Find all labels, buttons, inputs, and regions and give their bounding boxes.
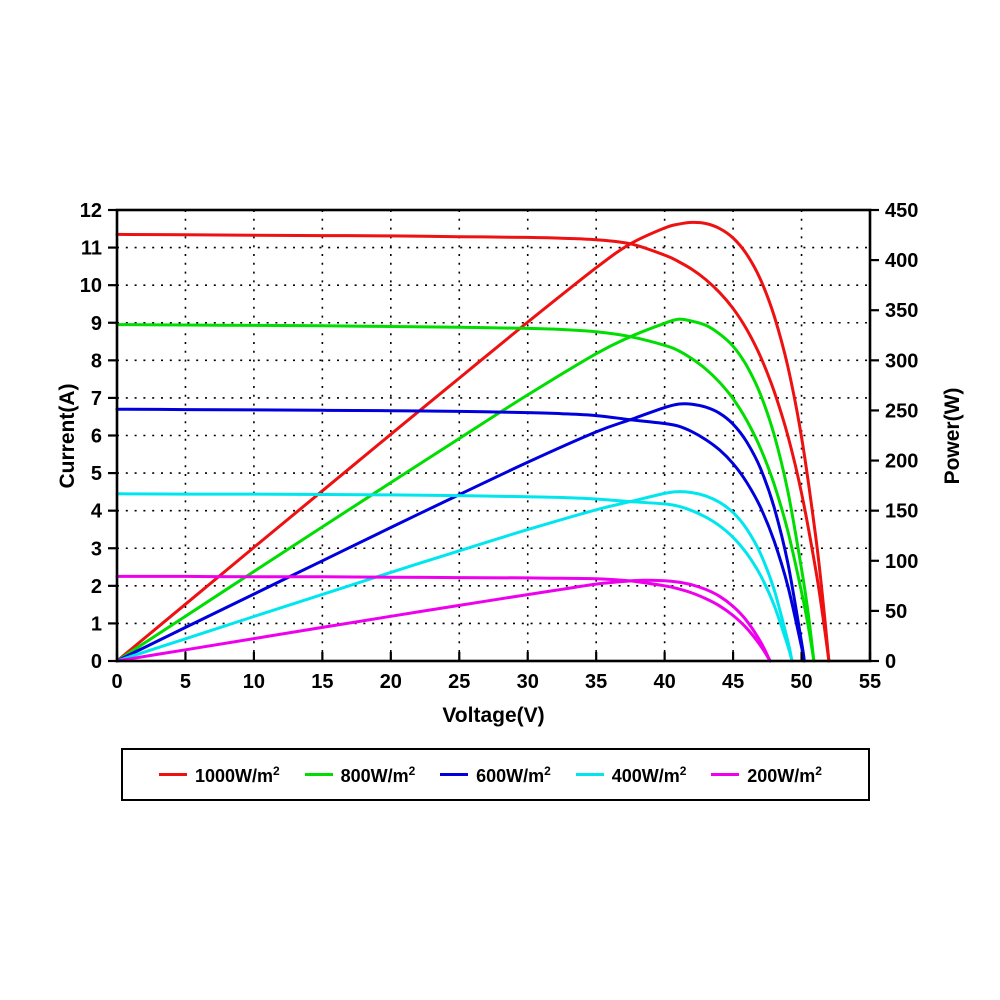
legend-item-200W/m2: 200W/m2	[711, 765, 822, 785]
iv-curve-1000W/m2	[115, 232, 831, 663]
x-tick-label: 20	[380, 671, 402, 693]
iv-curve-600W/m2	[115, 407, 806, 663]
y-axis-title-right: Power(W)	[941, 387, 964, 485]
pv-curve-1000W/m2	[115, 220, 831, 663]
x-tick-label: 40	[654, 671, 676, 693]
left-tick-label: 6	[91, 426, 102, 448]
left-tick-label: 4	[91, 501, 103, 523]
plot-frame	[115, 208, 872, 663]
x-tick-label: 5	[180, 671, 191, 693]
left-tick-label: 1	[91, 613, 102, 635]
left-tick-label: 12	[80, 200, 102, 222]
curves	[115, 220, 831, 663]
x-tick-label: 30	[517, 671, 539, 693]
x-tick-label: 55	[859, 671, 881, 693]
legend-swatch	[711, 773, 740, 776]
legend-swatch	[440, 773, 469, 776]
left-tick-label: 9	[91, 313, 102, 335]
x-tick-label: 15	[311, 671, 333, 693]
left-tick-label: 0	[91, 651, 102, 673]
left-tick-label: 2	[91, 576, 102, 598]
x-tick-label: 35	[585, 671, 607, 693]
left-tick-label: 8	[91, 350, 102, 372]
right-tick-label: 200	[885, 451, 918, 473]
right-tick-label: 300	[885, 350, 918, 372]
pv-curve-800W/m2	[115, 317, 816, 663]
iv-curve-200W/m2	[115, 574, 772, 663]
x-tick-label: 10	[243, 671, 265, 693]
legend-label: 800W/m2	[340, 763, 416, 786]
right-tick-label: 400	[885, 250, 918, 272]
left-tick-label: 7	[91, 388, 102, 410]
legend-swatch	[159, 773, 187, 776]
legend-item-600W/m2: 600W/m2	[440, 765, 551, 785]
legend-item-1000W/m2: 1000W/m2	[159, 765, 280, 785]
legend-label: 1000W/m2	[195, 763, 280, 786]
legend-label: 400W/m2	[611, 763, 687, 786]
axes: 0 5 10 15 20 25 30 35 40 45 50 55012345678910111205…	[80, 200, 919, 693]
y-axis-title-left: Current(A)	[56, 383, 79, 489]
left-tick-label: 10	[80, 275, 102, 297]
right-tick-label: 350	[885, 300, 918, 322]
left-tick-label: 5	[91, 463, 102, 485]
x-axis-title: Voltage(V)	[442, 704, 545, 727]
pv-curve-600W/m2	[115, 402, 806, 663]
legend-swatch	[304, 773, 333, 776]
legend-item-800W/m2: 800W/m2	[304, 763, 416, 786]
right-tick-label: 50	[885, 601, 907, 623]
left-tick-label: 11	[81, 238, 102, 260]
legend-label: 600W/m2	[476, 763, 551, 786]
legend: 1000W/m2 800W/m2 600W/m2 400W/m2 200W/m2	[121, 748, 870, 801]
legend-label: 200W/m2	[747, 763, 822, 786]
right-tick-label: 0	[885, 651, 896, 673]
x-tick-label: 25	[448, 671, 470, 693]
pv-curve-200W/m2	[115, 578, 772, 663]
x-tick-label: 50	[790, 671, 812, 693]
iv-curve-400W/m2	[115, 492, 794, 663]
legend-item-400W/m2: 400W/m2	[575, 763, 687, 786]
x-tick-label: 45	[722, 671, 744, 693]
right-tick-label: 450	[885, 200, 918, 222]
right-tick-label: 150	[885, 501, 918, 523]
left-tick-label: 3	[91, 538, 102, 560]
right-tick-label: 100	[885, 551, 918, 573]
iv-curve-800W/m2	[115, 323, 816, 663]
legend-swatch	[575, 773, 604, 776]
right-tick-label: 250	[885, 400, 918, 422]
grid	[117, 210, 870, 661]
x-tick-label: 0	[111, 671, 122, 693]
pv-curve-400W/m2	[115, 490, 794, 663]
